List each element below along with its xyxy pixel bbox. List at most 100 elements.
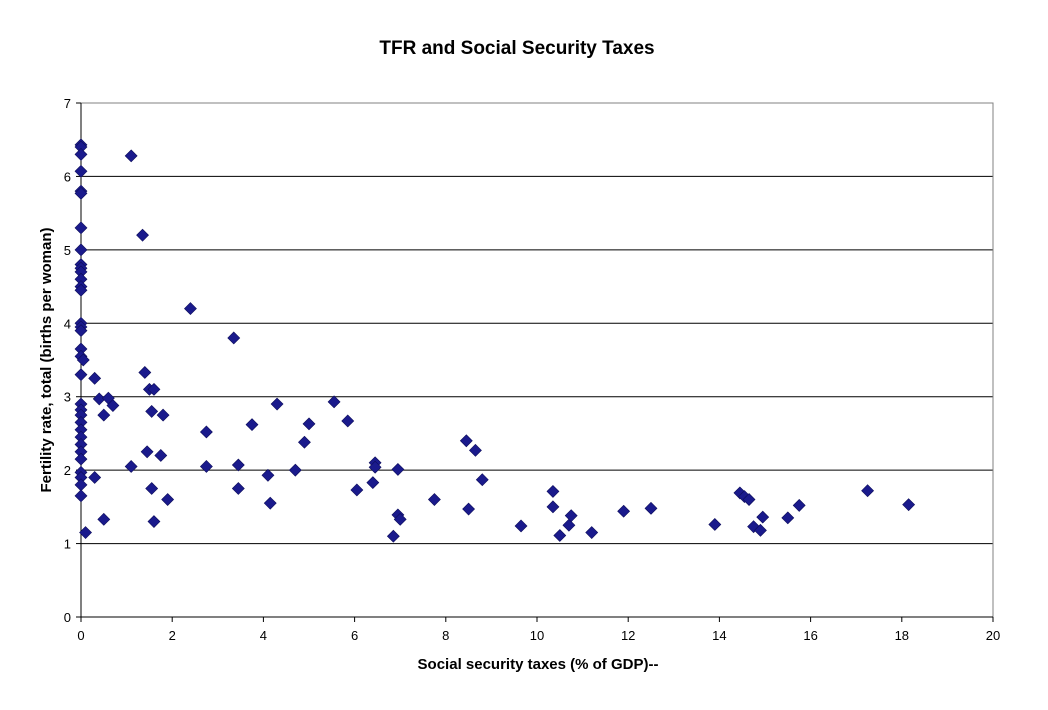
data-point (74, 186, 88, 200)
data-point (792, 498, 806, 512)
data-point (366, 476, 380, 490)
data-point (124, 460, 138, 473)
data-point (74, 221, 88, 235)
data-point (79, 526, 92, 539)
data-point (475, 473, 489, 487)
data-point (74, 283, 88, 297)
data-point (156, 408, 170, 422)
plot-area (80, 102, 994, 618)
x-tick-label: 12 (621, 628, 635, 643)
data-point (106, 399, 120, 412)
data-point (74, 478, 88, 492)
data-point (564, 509, 578, 523)
data-point (74, 324, 88, 338)
x-axis-label: Social security taxes (% of GDP)-- (418, 656, 659, 673)
data-point (742, 493, 756, 506)
data-point (562, 518, 576, 532)
data-point (74, 243, 88, 257)
data-point (184, 302, 197, 316)
data-point (74, 452, 88, 466)
data-point (97, 408, 111, 422)
y-tick-labels: 0 1 2 3 4 5 6 7 (64, 96, 71, 625)
data-point (261, 468, 275, 482)
y-tick-label: 3 (64, 390, 71, 405)
data-point (459, 434, 473, 448)
chart-title: TFR and Social Security Taxes (379, 38, 654, 59)
data-point (902, 498, 916, 512)
data-point (781, 511, 795, 525)
data-point (227, 331, 241, 345)
data-point (74, 147, 88, 161)
data-point (97, 512, 111, 526)
x-tick-label: 4 (260, 628, 267, 643)
data-point (76, 353, 90, 367)
data-point (391, 462, 405, 476)
data-point (245, 418, 259, 432)
data-point (231, 482, 245, 495)
x-tick-label: 10 (530, 628, 544, 643)
y-tick-label: 7 (64, 96, 71, 111)
y-tick-label: 6 (64, 169, 71, 184)
data-point (231, 458, 245, 472)
x-tick-label: 14 (712, 628, 726, 643)
data-point (140, 445, 154, 459)
data-point (74, 164, 88, 178)
data-point (546, 485, 560, 498)
data-points (74, 138, 916, 543)
data-point (147, 382, 161, 396)
gridlines (81, 102, 993, 545)
data-point (462, 502, 476, 516)
data-point (386, 529, 400, 543)
data-point (74, 489, 88, 503)
data-point (147, 515, 161, 528)
y-tick-label: 1 (64, 537, 71, 552)
data-point (861, 484, 875, 498)
data-point (199, 460, 213, 473)
x-tick-label: 2 (169, 628, 176, 643)
data-point (302, 417, 316, 431)
data-point (298, 435, 311, 449)
y-axis-label: Fertility rate, total (births per woman) (38, 227, 55, 492)
y-tick-label: 5 (64, 243, 71, 258)
data-point (350, 483, 364, 497)
x-tick-label: 16 (803, 628, 817, 643)
x-tick-label: 20 (986, 628, 1000, 643)
data-point (393, 512, 407, 526)
data-point (514, 519, 528, 533)
data-point (754, 523, 767, 537)
data-point (138, 366, 152, 379)
data-point (88, 371, 102, 385)
x-tick-label: 18 (895, 628, 909, 643)
y-tick-label: 0 (64, 610, 71, 625)
data-point (124, 149, 138, 163)
x-tick-labels: 0 2 4 6 8 10 12 14 16 18 20 (77, 628, 1000, 643)
data-point (270, 397, 284, 411)
data-point (341, 414, 355, 428)
data-point (708, 518, 722, 531)
data-point (553, 529, 567, 542)
data-point (756, 510, 770, 524)
data-point (161, 493, 175, 506)
data-point (427, 493, 441, 506)
data-point (74, 368, 88, 382)
data-point (469, 443, 482, 457)
data-point (585, 526, 599, 539)
data-point (263, 496, 277, 510)
data-point (546, 500, 560, 514)
x-tick-label: 6 (351, 628, 358, 643)
data-point (368, 460, 382, 474)
y-tick-label: 4 (64, 316, 71, 331)
data-point (617, 504, 631, 518)
data-point (88, 471, 102, 484)
data-point (136, 228, 149, 242)
axes (76, 102, 994, 622)
y-tick-label: 2 (64, 463, 71, 478)
x-tick-label: 8 (442, 628, 449, 643)
data-point (327, 395, 341, 409)
x-tick-label: 0 (77, 628, 84, 643)
data-point (644, 501, 658, 515)
data-point (145, 404, 159, 418)
data-point (288, 463, 302, 477)
data-point (154, 449, 168, 462)
